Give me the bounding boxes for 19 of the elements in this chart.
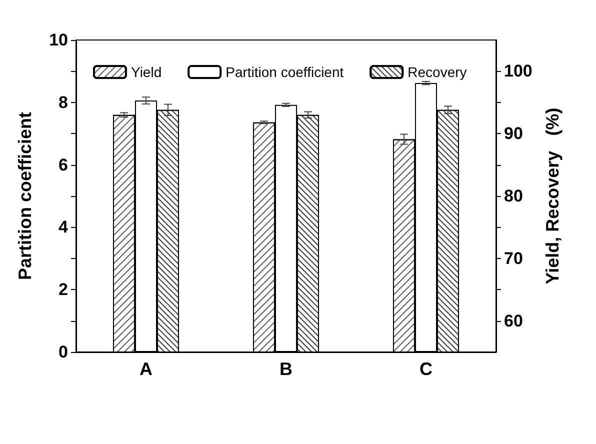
y-tick-label: 4 bbox=[58, 218, 69, 237]
y2-tick-label: 60 bbox=[504, 311, 523, 330]
y-tick-label: 0 bbox=[58, 342, 68, 362]
y-axis-title: Partition coefficient bbox=[15, 112, 35, 280]
y-tick-label: 6 bbox=[58, 155, 68, 174]
y2-tick-label: 90 bbox=[504, 124, 523, 144]
legend-label: Partition coefficient bbox=[226, 64, 344, 80]
y2-axis-title: Yield, Recovery (%) bbox=[542, 108, 562, 284]
legend-label: Recovery bbox=[408, 64, 467, 80]
y2-tick-label: 100 bbox=[504, 62, 532, 81]
x-tick-label: A bbox=[140, 359, 152, 379]
x-tick-label: C bbox=[420, 359, 432, 379]
y-tick-label: 8 bbox=[58, 92, 68, 112]
y-tick-label: 2 bbox=[58, 280, 68, 300]
y2-tick-label: 80 bbox=[504, 186, 523, 206]
y2-tick-label: 70 bbox=[504, 248, 523, 268]
legend-label: Yield bbox=[131, 64, 162, 80]
x-tick-label: B bbox=[280, 359, 292, 379]
y-tick-label: 10 bbox=[49, 30, 68, 50]
